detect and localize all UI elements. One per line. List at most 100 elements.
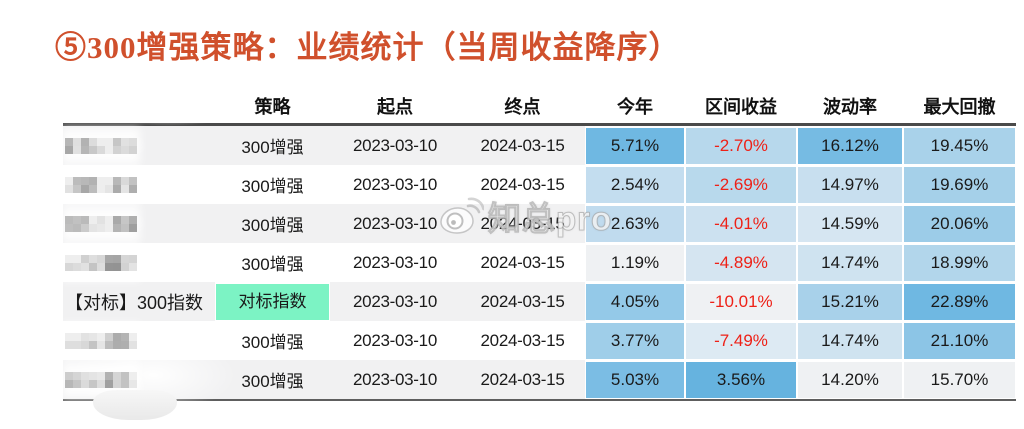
cell-name	[63, 124, 215, 165]
cell-ytd-return: 1.19%	[585, 243, 685, 282]
table-row: 300增强 2023-03-10 2024-03-15 1.19% -4.89% 14.7…	[63, 243, 1016, 282]
column-header-name	[63, 88, 215, 126]
max-drawdown-value: 22.89%	[904, 283, 1015, 320]
cell-volatility: 14.20%	[797, 360, 903, 401]
cell-strategy: 300增强	[215, 243, 330, 282]
cell-strategy: 300增强	[215, 321, 330, 360]
max-drawdown-value: 21.10%	[904, 322, 1015, 359]
benchmark-strategy-cell: 对标指数	[216, 283, 329, 320]
cell-volatility: 16.12%	[797, 124, 903, 165]
redacted-name-mosaic	[65, 255, 137, 272]
cell-ytd-return: 4.05%	[585, 282, 685, 321]
max-drawdown-value: 20.06%	[904, 205, 1015, 242]
volatility-value: 15.21%	[798, 283, 902, 320]
column-header-strategy: 策略	[215, 88, 330, 126]
table-row: 300增强 2023-03-10 2024-03-15 2.63% -4.01% 14.5…	[63, 204, 1016, 243]
volatility-value: 14.74%	[798, 322, 902, 359]
cell-interval-return: -10.01%	[685, 282, 797, 321]
column-header-end: 终点	[460, 88, 585, 126]
table-body: 300增强 2023-03-10 2024-03-15 5.71% -2.70% 16.1…	[63, 124, 1016, 401]
redacted-name-mosaic	[65, 372, 137, 389]
interval-return-value: -10.01%	[686, 283, 796, 320]
cell-strategy: 300增强	[215, 360, 330, 401]
cell-max-drawdown: 19.69%	[903, 165, 1016, 204]
interval-return-value: -4.01%	[686, 205, 796, 242]
cell-max-drawdown: 22.89%	[903, 282, 1016, 321]
ytd-return-value: 3.77%	[586, 322, 684, 359]
cell-max-drawdown: 19.45%	[903, 124, 1016, 165]
cell-end-date: 2024-03-15	[460, 204, 585, 243]
cell-ytd-return: 5.71%	[585, 124, 685, 165]
interval-return-value: -2.70%	[686, 127, 796, 164]
cell-end-date: 2024-03-15	[460, 165, 585, 204]
volatility-value: 16.12%	[798, 127, 902, 164]
cell-name	[63, 204, 215, 243]
cell-start-date: 2023-03-10	[330, 165, 460, 204]
table-row: 300增强 2023-03-10 2024-03-15 2.54% -2.69% 14.9…	[63, 165, 1016, 204]
cell-volatility: 14.74%	[797, 321, 903, 360]
table-row: 【对标】300指数 对标指数 2023-03-10 2024-03-15 4.05% -1…	[63, 282, 1016, 321]
cell-interval-return: -7.49%	[685, 321, 797, 360]
volatility-value: 14.20%	[798, 361, 902, 398]
cell-end-date: 2024-03-15	[460, 124, 585, 165]
cell-end-date: 2024-03-15	[460, 360, 585, 401]
cell-start-date: 2023-03-10	[330, 124, 460, 165]
ytd-return-value: 1.19%	[586, 244, 684, 281]
cell-strategy: 300增强	[215, 204, 330, 243]
interval-return-value: 3.56%	[686, 361, 796, 398]
cell-max-drawdown: 21.10%	[903, 321, 1016, 360]
ytd-return-value: 5.71%	[586, 127, 684, 164]
cell-interval-return: -2.70%	[685, 124, 797, 165]
cell-start-date: 2023-03-10	[330, 204, 460, 243]
cell-interval-return: 3.56%	[685, 360, 797, 401]
cell-strategy: 300增强	[215, 165, 330, 204]
cell-ytd-return: 3.77%	[585, 321, 685, 360]
cell-end-date: 2024-03-15	[460, 321, 585, 360]
cell-start-date: 2023-03-10	[330, 360, 460, 401]
cell-ytd-return: 2.63%	[585, 204, 685, 243]
ytd-return-value: 5.03%	[586, 361, 684, 398]
cell-volatility: 14.97%	[797, 165, 903, 204]
cell-max-drawdown: 18.99%	[903, 243, 1016, 282]
column-header-ytd: 今年	[585, 88, 685, 126]
max-drawdown-value: 18.99%	[904, 244, 1015, 281]
cell-strategy: 300增强	[215, 124, 330, 165]
volatility-value: 14.97%	[798, 166, 902, 203]
blur-smudge	[93, 390, 177, 420]
interval-return-value: -7.49%	[686, 322, 796, 359]
cell-ytd-return: 5.03%	[585, 360, 685, 401]
max-drawdown-value: 19.45%	[904, 127, 1015, 164]
cell-start-date: 2023-03-10	[330, 321, 460, 360]
column-header-vol: 波动率	[797, 88, 903, 126]
ytd-return-value: 4.05%	[586, 283, 684, 320]
cell-interval-return: -2.69%	[685, 165, 797, 204]
volatility-value: 14.74%	[798, 244, 902, 281]
cell-strategy: 对标指数	[215, 282, 330, 321]
ytd-return-value: 2.63%	[586, 205, 684, 242]
cell-name	[63, 243, 215, 282]
header-row: 策略 起点 终点 今年 区间收益 波动率 最大回撤	[63, 88, 1016, 126]
strategy-performance-table: 策略 起点 终点 今年 区间收益 波动率 最大回撤 300增强 2023-03-1…	[63, 88, 1016, 401]
cell-name	[63, 165, 215, 204]
table-row: 300增强 2023-03-10 2024-03-15 3.77% -7.49% 14.7…	[63, 321, 1016, 360]
cell-volatility: 14.74%	[797, 243, 903, 282]
table-header: 策略 起点 终点 今年 区间收益 波动率 最大回撤	[63, 88, 1016, 126]
interval-return-value: -4.89%	[686, 244, 796, 281]
cell-interval-return: -4.01%	[685, 204, 797, 243]
table-row: 300增强 2023-03-10 2024-03-15 5.03% 3.56% 14.20…	[63, 360, 1016, 401]
cell-end-date: 2024-03-15	[460, 243, 585, 282]
redacted-name-mosaic	[65, 216, 137, 233]
cell-volatility: 14.59%	[797, 204, 903, 243]
table-row: 300增强 2023-03-10 2024-03-15 5.71% -2.70% 16.1…	[63, 124, 1016, 165]
page-title: ⑤300增强策略：业绩统计（当周收益降序）	[55, 30, 681, 65]
column-header-start: 起点	[330, 88, 460, 126]
max-drawdown-value: 15.70%	[904, 361, 1015, 398]
cell-name: 【对标】300指数	[63, 282, 215, 321]
column-header-mdd: 最大回撤	[903, 88, 1016, 126]
cell-volatility: 15.21%	[797, 282, 903, 321]
cell-start-date: 2023-03-10	[330, 243, 460, 282]
column-header-interval: 区间收益	[685, 88, 797, 126]
cell-ytd-return: 2.54%	[585, 165, 685, 204]
redacted-name-mosaic	[65, 333, 137, 350]
cell-max-drawdown: 15.70%	[903, 360, 1016, 401]
